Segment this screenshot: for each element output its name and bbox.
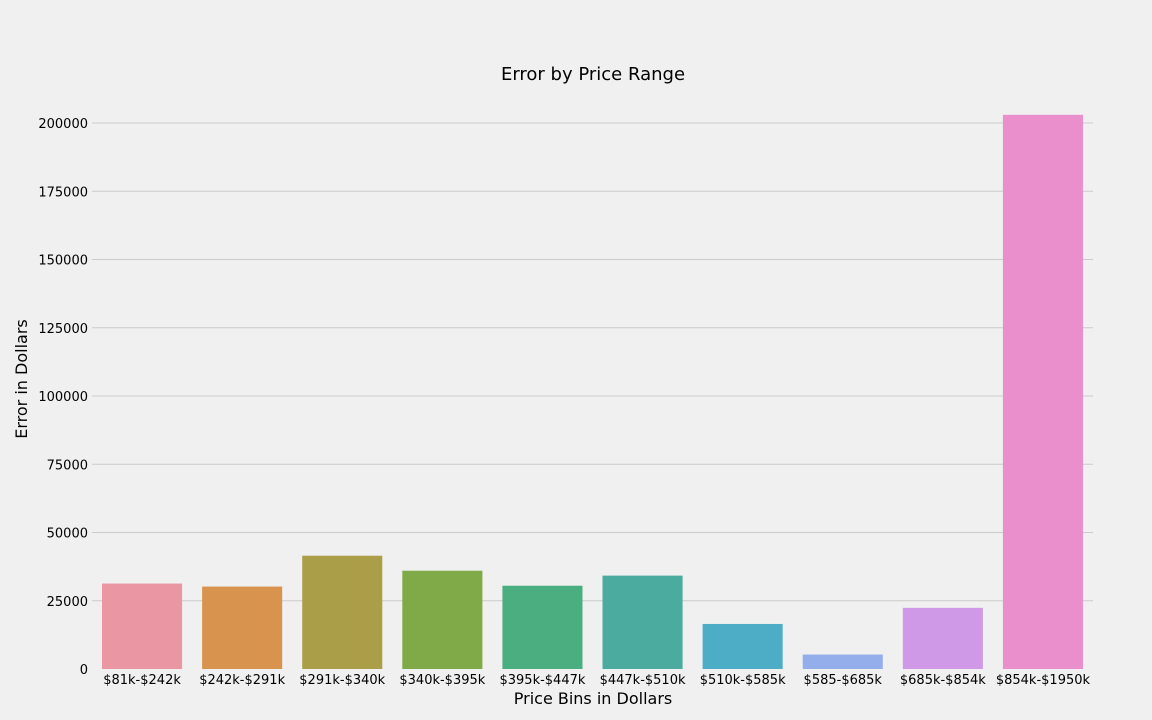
y-tick-label-25000: 25000: [47, 595, 88, 610]
bar-8: [802, 654, 883, 669]
bar-3: [302, 555, 383, 669]
x-tick-label-1: $81k-$242k: [103, 673, 181, 688]
y-tick-label-50000: 50000: [47, 527, 88, 542]
x-tick-label-4: $340k-$395k: [399, 673, 485, 688]
x-tick-label-6: $447k-$510k: [600, 673, 686, 688]
x-tick-label-3: $291k-$340k: [299, 673, 385, 688]
y-tick-label-0: 0: [80, 663, 88, 678]
x-tick-label-10: $854k-$1950k: [996, 673, 1091, 688]
x-tick-label-5: $395k-$447k: [499, 673, 585, 688]
x-tick-label-7: $510k-$585k: [700, 673, 786, 688]
bar-4: [402, 570, 483, 669]
bar-1: [102, 583, 183, 669]
y-tick-label-200000: 200000: [38, 117, 88, 132]
x-tick-labels: $81k-$242k $242k-$291k $291k-$340k $340k-$3…: [103, 673, 1090, 688]
bars: [102, 114, 1083, 669]
bar-5: [502, 585, 583, 669]
bar-6: [602, 575, 683, 669]
bar-7: [702, 623, 783, 669]
x-tick-label-2: $242k-$291k: [199, 673, 285, 688]
x-tick-label-9: $685k-$854k: [900, 673, 986, 688]
y-tick-label-125000: 125000: [38, 322, 88, 337]
bar-2: [202, 586, 283, 669]
y-axis-label: Error in Dollars: [12, 319, 31, 438]
x-axis-label: Price Bins in Dollars: [514, 689, 673, 708]
y-tick-labels: 0 25000 50000 75000 100000 125000 150000 175000…: [38, 117, 88, 678]
y-tick-label-150000: 150000: [38, 254, 88, 269]
y-tick-label-175000: 175000: [38, 185, 88, 200]
y-tick-label-75000: 75000: [47, 458, 88, 473]
bar-10: [1002, 114, 1083, 669]
bar-9: [902, 607, 983, 669]
gridlines: [92, 122, 1093, 602]
y-tick-label-100000: 100000: [38, 390, 88, 405]
chart-title: Error by Price Range: [501, 64, 685, 85]
x-tick-label-8: $585-$685k: [804, 673, 883, 688]
